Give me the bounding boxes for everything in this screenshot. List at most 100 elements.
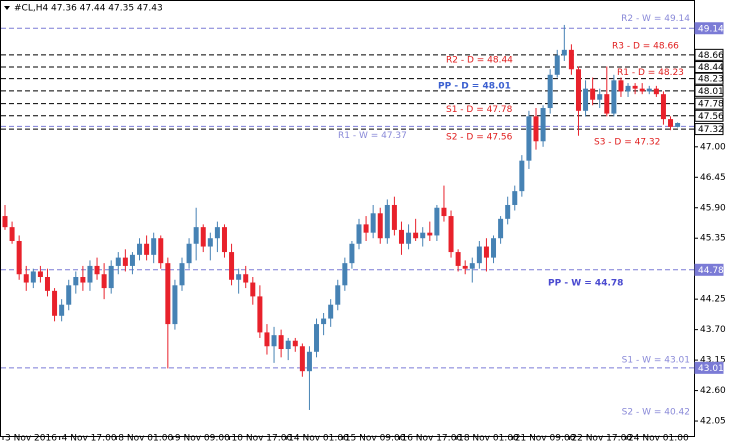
price-box bbox=[694, 72, 724, 85]
plot-frame bbox=[0, 0, 695, 437]
candle-body bbox=[491, 238, 497, 258]
candle-body bbox=[221, 227, 227, 253]
candle-body bbox=[668, 119, 674, 127]
candle-body bbox=[23, 274, 29, 283]
candle-body bbox=[597, 94, 603, 100]
candle-body bbox=[80, 277, 86, 283]
candle-body bbox=[370, 213, 376, 233]
candle-body bbox=[44, 277, 50, 291]
candle-body bbox=[398, 229, 404, 244]
candle-body bbox=[229, 252, 235, 280]
pivot-label: PP - D = 48.01 bbox=[438, 81, 511, 91]
candle-body bbox=[59, 304, 65, 316]
candle-body bbox=[434, 207, 440, 236]
candle-body bbox=[243, 274, 249, 283]
candle-body bbox=[675, 122, 681, 127]
candle-body bbox=[16, 240, 22, 275]
y-tick-label: 45.35 bbox=[700, 234, 726, 244]
candle-body bbox=[384, 204, 390, 239]
candle-body bbox=[299, 346, 305, 372]
price-box-label: 44.78 bbox=[698, 266, 724, 276]
y-tick-label: 42.05 bbox=[700, 417, 726, 427]
candle-body bbox=[653, 88, 659, 95]
candle-body bbox=[604, 94, 610, 114]
candle-body bbox=[271, 335, 277, 347]
candle-body bbox=[144, 243, 150, 255]
candle-body bbox=[363, 224, 369, 233]
candle-body bbox=[292, 340, 298, 347]
pivot-label: S3 - D = 47.32 bbox=[594, 138, 660, 148]
candle-body bbox=[214, 227, 220, 239]
candle-body bbox=[137, 243, 143, 255]
candle-body bbox=[236, 274, 242, 280]
price-box bbox=[694, 22, 724, 35]
price-box bbox=[694, 97, 724, 110]
candle-body bbox=[264, 332, 270, 347]
candle-body bbox=[462, 265, 468, 269]
candle-body bbox=[165, 263, 171, 325]
candle-body bbox=[625, 85, 631, 92]
candle-body bbox=[94, 265, 100, 275]
candle-body bbox=[583, 88, 589, 111]
candle-body bbox=[377, 213, 383, 239]
x-tick-label: 9 Nov 09:00 bbox=[175, 434, 230, 444]
candle-body bbox=[52, 290, 58, 316]
y-tick-label: 44.25 bbox=[700, 295, 726, 305]
y-tick-label: 43.15 bbox=[700, 356, 726, 366]
candle-body bbox=[193, 227, 199, 244]
pivot-label: R2 - W = 49.14 bbox=[621, 14, 690, 24]
candle-body bbox=[200, 227, 206, 247]
candle-body bbox=[115, 257, 121, 266]
candle-body bbox=[540, 108, 546, 142]
y-tick-label: 43.70 bbox=[700, 325, 726, 335]
price-box-label: 48.66 bbox=[698, 51, 724, 61]
price-box bbox=[694, 109, 724, 122]
candle-body bbox=[9, 227, 15, 241]
candle-body bbox=[554, 55, 560, 75]
candle-body bbox=[611, 80, 617, 114]
x-tick-label: 21 Nov 09:00 bbox=[515, 434, 576, 444]
price-box-label: 47.78 bbox=[698, 100, 724, 110]
price-box bbox=[694, 61, 724, 74]
y-tick-label: 45.90 bbox=[700, 203, 726, 213]
candle-body bbox=[2, 216, 8, 228]
price-box bbox=[694, 361, 724, 374]
candle-body bbox=[547, 74, 553, 109]
candle-body bbox=[568, 49, 574, 70]
candle-body bbox=[122, 257, 128, 266]
pivot-label: S2 - W = 40.42 bbox=[622, 408, 690, 418]
price-box bbox=[694, 263, 724, 276]
x-tick-label: 15 Nov 09:00 bbox=[345, 434, 406, 444]
candle-body bbox=[469, 263, 475, 269]
price-box bbox=[694, 48, 724, 61]
candle-body bbox=[186, 243, 192, 264]
candle-body bbox=[250, 282, 256, 297]
y-tick-label: 42.60 bbox=[700, 386, 726, 396]
candle-body bbox=[660, 94, 666, 120]
price-box-label: 43.01 bbox=[698, 364, 724, 374]
candle-body bbox=[406, 232, 412, 244]
candle-body bbox=[420, 232, 426, 239]
candle-body bbox=[391, 204, 397, 230]
candle-body bbox=[151, 238, 157, 255]
candle-body bbox=[646, 88, 652, 92]
candle-body bbox=[526, 116, 532, 161]
symbol-icon bbox=[4, 6, 10, 10]
price-box bbox=[694, 123, 724, 136]
candle-body bbox=[306, 351, 312, 372]
pivot-label: R3 - D = 48.66 bbox=[612, 41, 679, 51]
pivot-label: R1 - W = 47.37 bbox=[338, 131, 407, 141]
x-tick-label: 16 Nov 17:00 bbox=[401, 434, 462, 444]
price-box-label: 48.01 bbox=[698, 87, 724, 97]
candle-body bbox=[66, 285, 72, 305]
candle-body bbox=[356, 224, 362, 244]
candle-body bbox=[575, 69, 581, 111]
candle-body bbox=[278, 335, 284, 350]
candle-body bbox=[455, 252, 461, 266]
candle-body bbox=[314, 324, 320, 352]
candle-body bbox=[172, 285, 178, 325]
candle-body bbox=[448, 216, 454, 253]
candle-body bbox=[37, 271, 43, 278]
